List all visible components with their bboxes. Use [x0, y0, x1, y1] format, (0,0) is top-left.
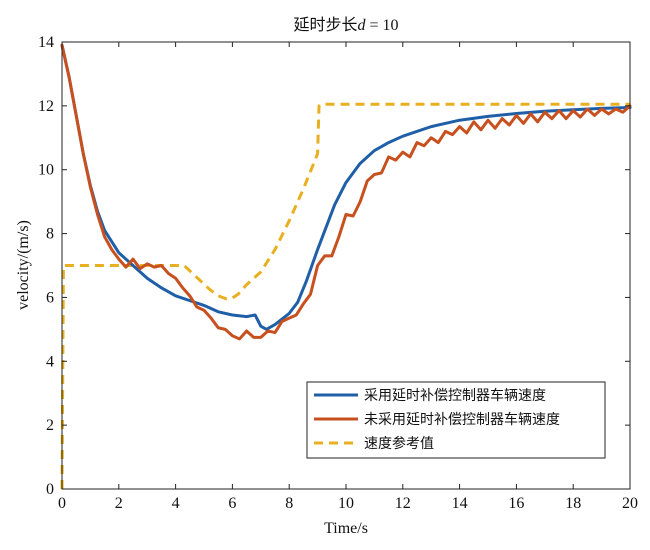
- y-tick-label-2: 4: [46, 353, 54, 370]
- series-line-3: [60, 102, 630, 490]
- legend-label-series-1: 采用延时补偿控制器车辆速度: [364, 387, 546, 404]
- chart-title-prefix: 延时步长: [293, 16, 357, 34]
- x-tick-label-10: 20: [622, 495, 638, 512]
- x-tick-label-2: 4: [172, 495, 180, 512]
- y-tick-label-5: 10: [38, 162, 54, 179]
- x-tick-label-4: 8: [285, 495, 293, 512]
- x-axis-label: Time/s: [324, 520, 368, 537]
- y-axis-ticks: 0 2 4 6 8 10 12 14: [38, 34, 630, 498]
- chart-title-variable: d: [357, 17, 366, 34]
- y-tick-label-6: 12: [38, 98, 54, 115]
- series-line-2: [60, 43, 632, 341]
- legend-label-series-2: 未采用延时补偿控制器车辆速度: [364, 411, 560, 428]
- chart-title-suffix: = 10: [365, 17, 398, 34]
- y-tick-label-7: 14: [38, 34, 54, 51]
- x-tick-label-6: 12: [395, 495, 411, 512]
- x-tick-label-0: 0: [58, 495, 66, 512]
- x-tick-label-1: 2: [115, 495, 123, 512]
- x-axis-ticks: 0 2 4 6 8 10 12 14 16 18 20: [58, 42, 638, 512]
- y-tick-label-1: 2: [46, 417, 54, 434]
- chart-title: 延时步长d = 10: [293, 16, 398, 34]
- x-tick-label-7: 14: [452, 495, 468, 512]
- y-tick-label-3: 6: [46, 289, 54, 306]
- x-tick-label-5: 10: [338, 495, 354, 512]
- legend-label-series-3: 速度参考值: [364, 435, 434, 452]
- legend: 采用延时补偿控制器车辆速度 未采用延时补偿控制器车辆速度 速度参考值: [306, 381, 606, 459]
- x-tick-label-3: 6: [228, 495, 236, 512]
- y-axis-label: velocity/(m/s): [15, 220, 32, 310]
- y-tick-label-0: 0: [46, 481, 54, 498]
- x-tick-label-9: 18: [565, 495, 581, 512]
- x-tick-label-8: 16: [508, 495, 524, 512]
- y-tick-label-4: 8: [46, 226, 54, 243]
- series-line-1: [60, 43, 632, 331]
- series-layer: [60, 43, 632, 490]
